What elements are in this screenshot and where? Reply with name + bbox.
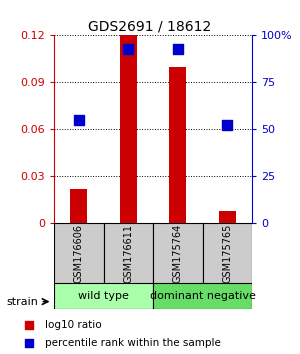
Point: [126, 46, 131, 51]
Text: GSM176606: GSM176606: [74, 224, 84, 282]
Bar: [219, 211, 236, 223]
Bar: [70, 189, 87, 223]
Point: [225, 122, 230, 128]
Point: [76, 117, 81, 123]
Text: GSM176611: GSM176611: [123, 224, 133, 282]
Bar: [202, 223, 252, 283]
Text: log10 ratio: log10 ratio: [45, 320, 102, 330]
Text: GDS2691 / 18612: GDS2691 / 18612: [88, 19, 212, 34]
Bar: [169, 67, 186, 223]
Text: wild type: wild type: [78, 291, 129, 301]
Bar: [153, 223, 202, 283]
Text: strain: strain: [6, 297, 38, 307]
Text: dominant negative: dominant negative: [150, 291, 255, 301]
Bar: [54, 283, 153, 309]
Point: [26, 340, 31, 346]
Point: [176, 46, 180, 51]
Text: GSM175764: GSM175764: [173, 223, 183, 283]
Bar: [103, 223, 153, 283]
Bar: [120, 35, 137, 223]
Bar: [153, 283, 252, 309]
Point: [26, 322, 31, 328]
Bar: [54, 223, 104, 283]
Text: percentile rank within the sample: percentile rank within the sample: [45, 338, 221, 348]
Text: GSM175765: GSM175765: [222, 223, 232, 283]
